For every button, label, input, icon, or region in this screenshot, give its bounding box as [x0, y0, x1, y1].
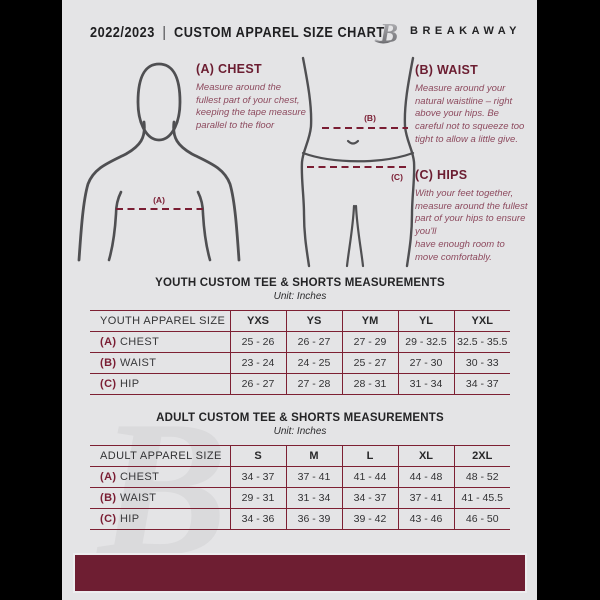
hips-instruction-text: With your feet together, measure around …	[415, 188, 528, 263]
table-cell: 37 - 41	[397, 487, 454, 509]
table-cell: 31 - 34	[285, 487, 342, 509]
right-shoulder-arm-outline	[172, 120, 241, 262]
table-cell: 28 - 31	[341, 373, 398, 395]
table-cell: 32.5 - 35.5	[453, 331, 510, 353]
youth-size-yxl: YXL	[453, 310, 510, 332]
brand-logo: B BREAKAWAY	[371, 16, 521, 46]
adult-size-xl: XL	[397, 445, 454, 467]
youth-size-col-header: YOUTH APPAREL SIZE	[90, 310, 230, 332]
youth-chest-row: (A) CHEST 25 - 26 26 - 27 27 - 29 29 - 3…	[90, 331, 510, 353]
table-cell: 39 - 42	[341, 508, 398, 530]
adult-size-s: S	[229, 445, 286, 467]
left-inner-leg-line	[345, 204, 356, 268]
table-cell: 25 - 27	[341, 352, 398, 374]
hip-curve-line	[301, 151, 415, 163]
youth-size-yl: YL	[397, 310, 454, 332]
table-cell: 25 - 26	[229, 331, 286, 353]
youth-size-yxs: YXS	[229, 310, 286, 332]
adult-table-unit: Unit: Inches	[273, 426, 327, 437]
chest-instruction: (A) CHEST Measure around the fullest par…	[196, 62, 308, 133]
table-cell: 29 - 31	[229, 487, 286, 509]
adult-size-m: M	[285, 445, 342, 467]
head-outline	[136, 62, 182, 142]
waist-instruction: (B) WAIST Measure around your natural wa…	[415, 63, 527, 147]
breakaway-b-icon: B	[373, 18, 398, 46]
waist-line-label: (B)	[364, 113, 376, 123]
table-cell: 44 - 48	[397, 466, 454, 488]
youth-table-title: YOUTH CUSTOM TEE & SHORTS MEASUREMENTS	[155, 277, 445, 289]
adult-table-title: ADULT CUSTOM TEE & SHORTS MEASUREMENTS	[156, 412, 444, 424]
table-cell: 43 - 46	[397, 508, 454, 530]
youth-header-row: YOUTH APPAREL SIZE YXS YS YM YL YXL	[90, 310, 510, 332]
table-cell: 34 - 37	[229, 466, 286, 488]
adult-hip-label: (C) HIP	[90, 508, 230, 530]
svg-text:B: B	[379, 18, 398, 46]
table-cell: 34 - 37	[341, 487, 398, 509]
adult-waist-label: (B) WAIST	[90, 487, 230, 509]
adult-header-row: ADULT APPAREL SIZE S M L XL 2XL	[90, 445, 510, 467]
table-cell: 41 - 45.5	[453, 487, 510, 509]
table-cell: 23 - 24	[229, 352, 286, 374]
title-year: 2022/2023	[90, 24, 155, 41]
youth-section-header: YOUTH CUSTOM TEE & SHORTS MEASUREMENTS U…	[90, 277, 510, 302]
table-cell: 27 - 30	[397, 352, 454, 374]
right-hip-leg-outline	[403, 56, 416, 268]
left-shoulder-arm-outline	[77, 120, 146, 262]
title-main: CUSTOM APPAREL SIZE CHART	[173, 24, 385, 41]
table-cell: 48 - 52	[453, 466, 510, 488]
youth-chest-label: (A) CHEST	[90, 331, 230, 353]
youth-hip-row: (C) HIP 26 - 27 27 - 28 28 - 31 31 - 34 …	[90, 373, 510, 395]
adult-chest-label: (A) CHEST	[90, 466, 230, 488]
left-hip-leg-outline	[300, 56, 313, 268]
adult-section-header: ADULT CUSTOM TEE & SHORTS MEASUREMENTS U…	[90, 412, 510, 437]
adult-waist-row: (B) WAIST 29 - 31 31 - 34 34 - 37 37 - 4…	[90, 487, 510, 509]
table-cell: 41 - 44	[341, 466, 398, 488]
hips-instruction: (C) HIPS With your feet together, measur…	[415, 168, 530, 264]
table-cell: 37 - 41	[285, 466, 342, 488]
table-cell: 34 - 37	[453, 373, 510, 395]
right-inner-leg-line	[354, 204, 365, 268]
table-cell: 24 - 25	[285, 352, 342, 374]
table-cell: 26 - 27	[229, 373, 286, 395]
youth-size-ys: YS	[285, 310, 342, 332]
table-cell: 27 - 28	[285, 373, 342, 395]
page-title: 2022/2023 | CUSTOM APPAREL SIZE CHART	[90, 24, 385, 41]
youth-hip-label: (C) HIP	[90, 373, 230, 395]
table-cell: 30 - 33	[453, 352, 510, 374]
adult-size-2xl: 2XL	[453, 445, 510, 467]
brand-name: BREAKAWAY	[410, 25, 521, 37]
table-cell: 27 - 29	[341, 331, 398, 353]
size-chart-page: B 2022/2023 | CUSTOM APPAREL SIZE CHART B …	[62, 0, 537, 600]
hips-instruction-title: (C) HIPS	[415, 168, 468, 182]
navel-mark	[346, 139, 360, 145]
table-cell: 31 - 34	[397, 373, 454, 395]
adult-size-col-header: ADULT APPAREL SIZE	[90, 445, 230, 467]
waist-instruction-text: Measure around your natural waistline – …	[415, 83, 525, 145]
chest-instruction-text: Measure around the fullest part of your …	[196, 82, 306, 132]
table-cell: 46 - 50	[453, 508, 510, 530]
table-cell: 34 - 36	[229, 508, 286, 530]
table-cell: 36 - 39	[285, 508, 342, 530]
youth-size-table: YOUTH APPAREL SIZE YXS YS YM YL YXL (A) …	[90, 310, 510, 395]
youth-table-unit: Unit: Inches	[273, 291, 327, 302]
table-cell: 26 - 27	[285, 331, 342, 353]
adult-hip-row: (C) HIP 34 - 36 36 - 39 39 - 42 43 - 46 …	[90, 508, 510, 530]
adult-size-table: ADULT APPAREL SIZE S M L XL 2XL (A) CHES…	[90, 445, 510, 530]
hips-line-label: (C)	[391, 172, 403, 182]
youth-waist-row: (B) WAIST 23 - 24 24 - 25 25 - 27 27 - 3…	[90, 352, 510, 374]
lower-body-diagram: (B) (C)	[300, 56, 416, 268]
table-cell: 29 - 32.5	[397, 331, 454, 353]
left-chest-side-line	[107, 190, 123, 262]
adult-size-l: L	[341, 445, 398, 467]
footer-maroon-bar	[73, 553, 527, 593]
title-separator: |	[162, 24, 167, 41]
chest-instruction-title: (A) CHEST	[196, 62, 262, 76]
adult-chest-row: (A) CHEST 34 - 37 37 - 41 41 - 44 44 - 4…	[90, 466, 510, 488]
youth-size-ym: YM	[341, 310, 398, 332]
waist-instruction-title: (B) WAIST	[415, 63, 479, 77]
right-chest-side-line	[196, 190, 212, 262]
youth-waist-label: (B) WAIST	[90, 352, 230, 374]
torso-diagram: (A)	[77, 62, 241, 262]
chest-line-label: (A)	[153, 195, 165, 205]
